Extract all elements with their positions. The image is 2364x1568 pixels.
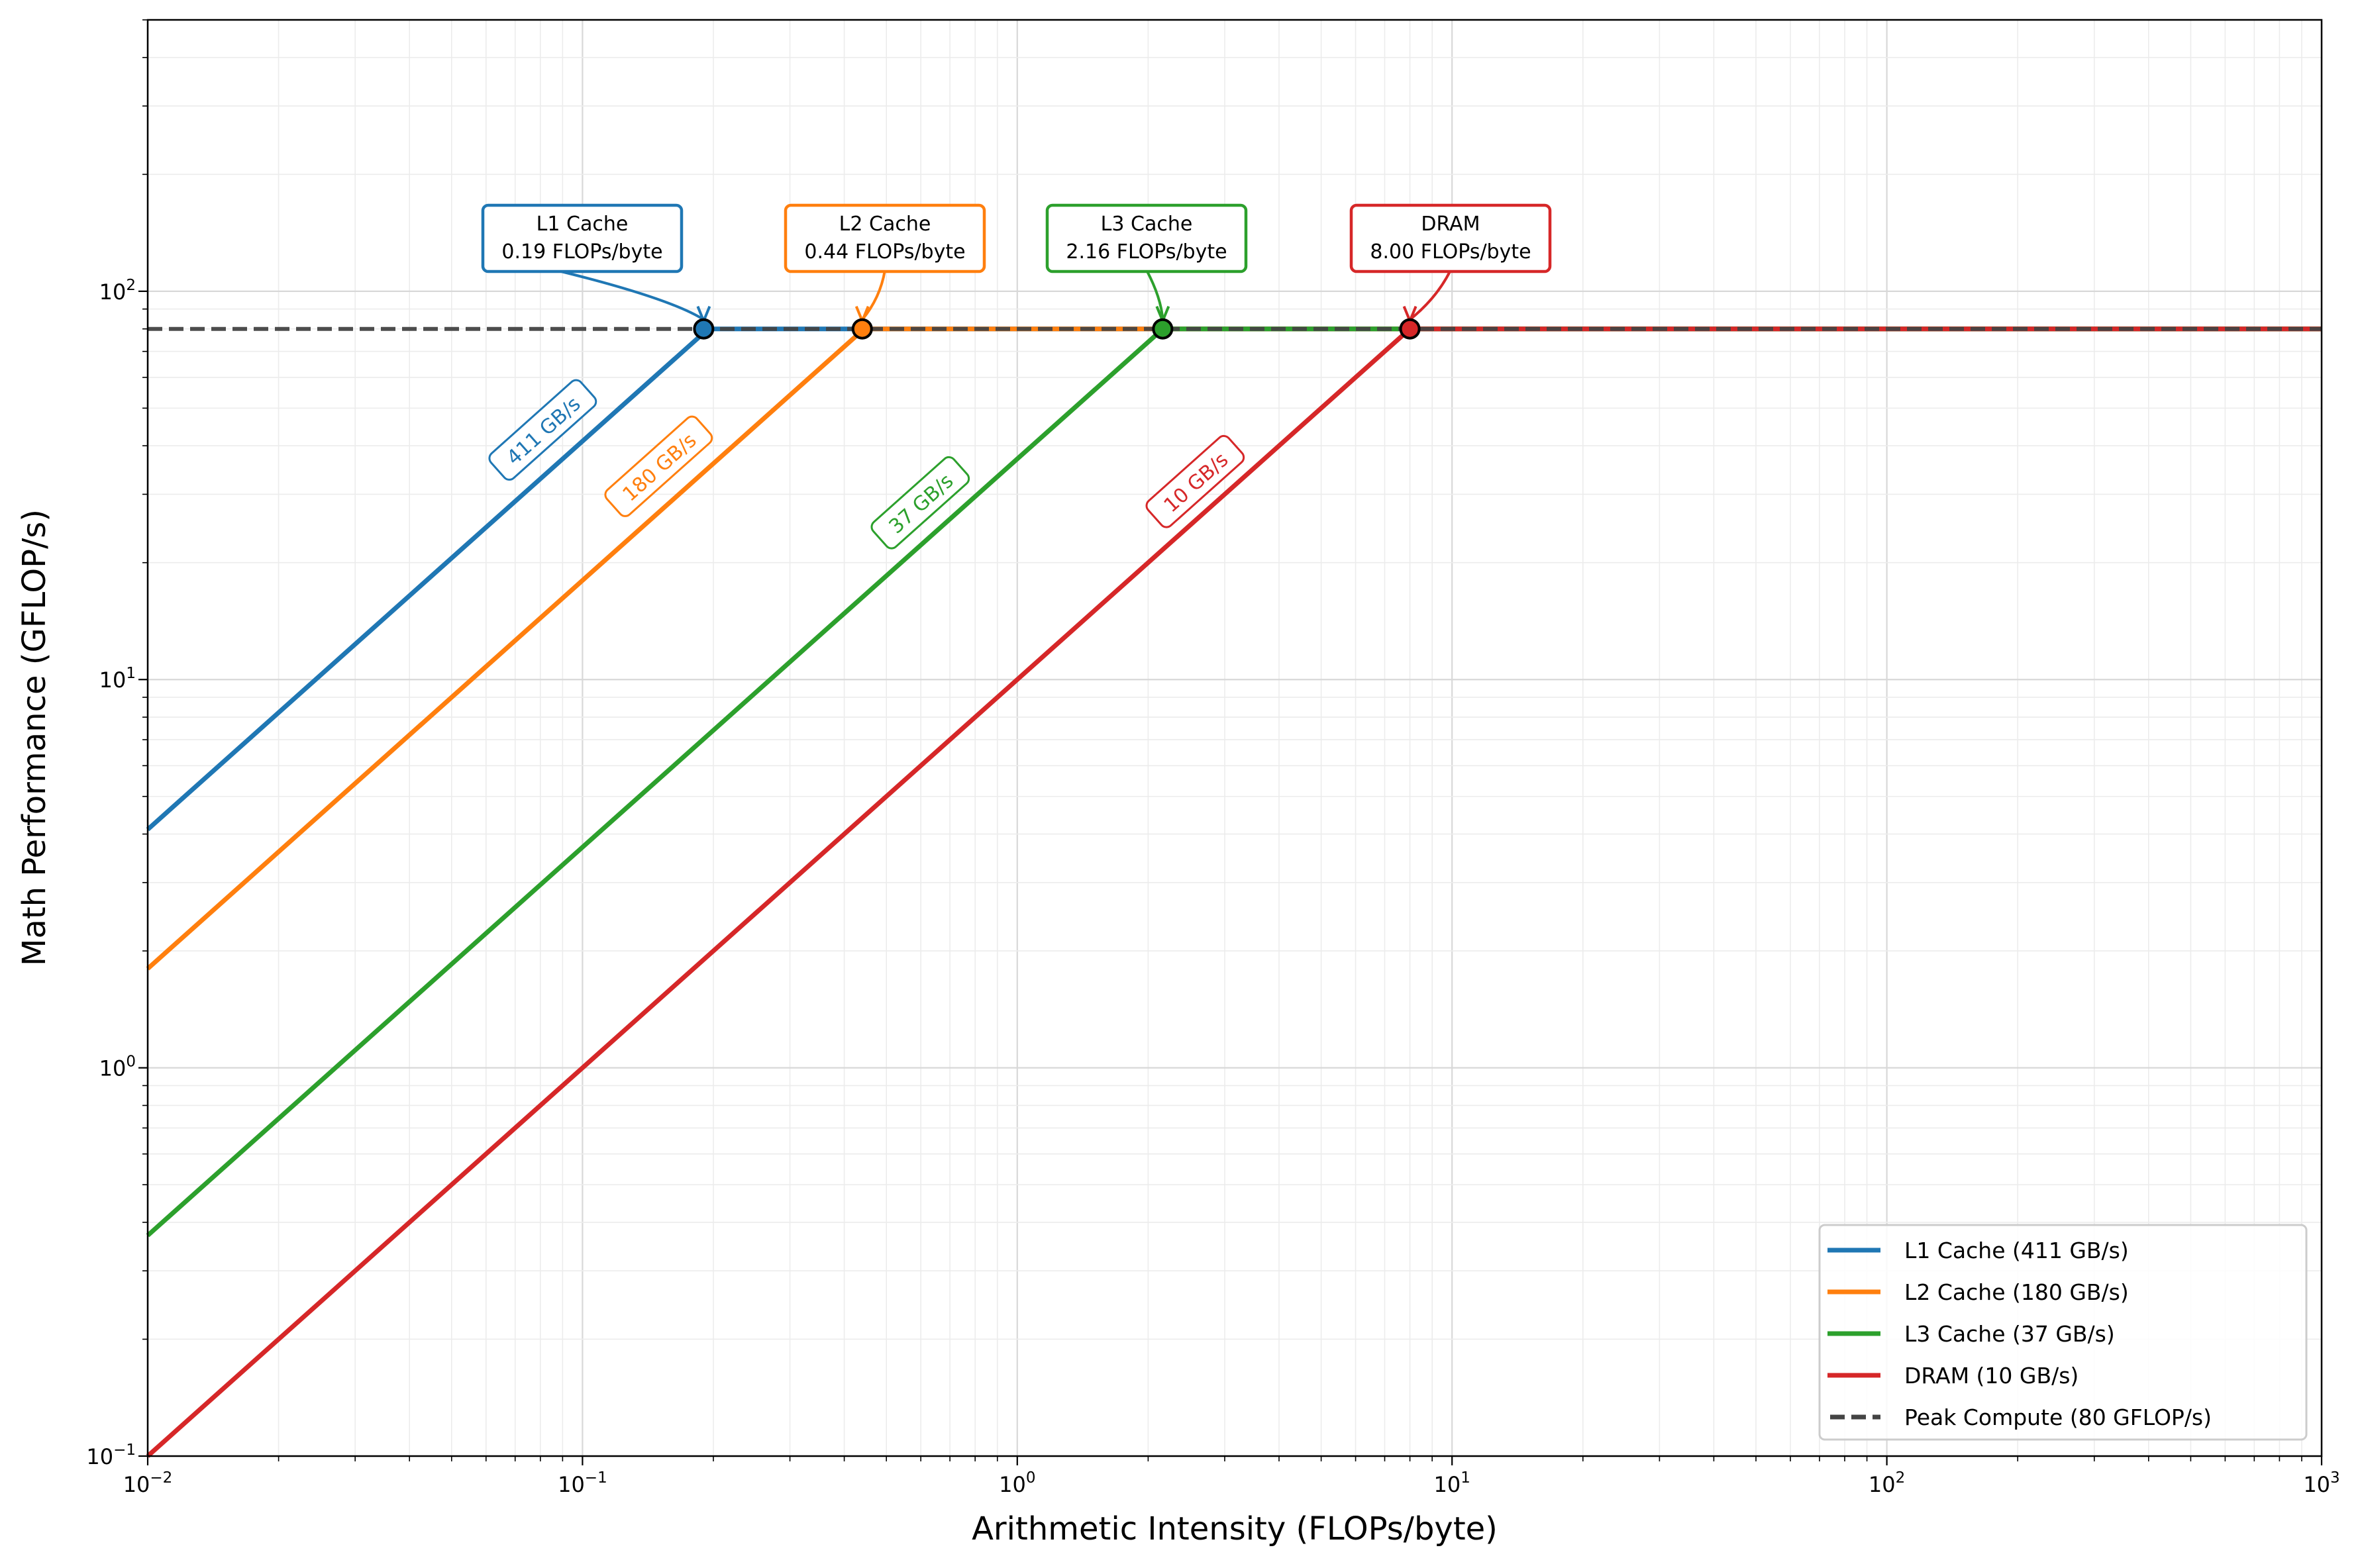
x-tick-label: 10−2 [123,1469,173,1497]
legend-label: L1 Cache (411 GB/s) [1904,1238,2129,1263]
annotation-value: 2.16 FLOPs/byte [1066,240,1227,264]
bandwidth-label-box [604,415,713,517]
x-tick-label: 101 [1434,1469,1470,1497]
plot-frame [146,19,2323,1457]
bandwidth-label-box [870,456,970,550]
annotation-value: 0.44 FLOPs/byte [804,240,965,264]
bandwidth-label-box [1145,434,1245,528]
annotation-arrow [1145,270,1164,320]
ridge-point-marker [851,318,873,340]
y-tick-label: 102 [99,277,136,305]
legend-box [1818,1224,2308,1441]
x-tick-label: 102 [1869,1469,1905,1497]
annotation-value: 0.19 FLOPs/byte [501,240,662,264]
x-tick-label: 100 [999,1469,1035,1497]
annotation-box [1349,203,1552,273]
x-axis-label: Arithmetic Intensity (FLOPs/byte) [972,1510,1498,1547]
y-tick-label: 10−1 [86,1442,136,1469]
annotation-arrow [555,269,705,321]
annotation-box [481,203,684,273]
annotation-value: 8.00 FLOPs/byte [1370,240,1531,264]
annotation-title: DRAM [1421,213,1480,236]
annotation-box [784,203,986,273]
legend-label: Peak Compute (80 GFLOP/s) [1904,1404,2212,1430]
annotation-box [1045,203,1248,273]
x-tick-label: 103 [2303,1469,2339,1497]
legend-label: L2 Cache (180 GB/s) [1904,1279,2129,1305]
y-axis-label: Math Performance (GFLOP/s) [16,509,53,966]
ridge-point-marker [1399,318,1421,340]
legend-label: L3 Cache (37 GB/s) [1904,1321,2115,1347]
y-tick-label: 101 [99,665,136,693]
annotation-title: L2 Cache [839,213,931,236]
legend-label: DRAM (10 GB/s) [1904,1363,2079,1389]
x-tick-label: 10−1 [558,1469,607,1497]
annotation-title: L3 Cache [1101,213,1193,236]
ridge-point-marker [693,318,715,340]
annotation-arrow [1409,270,1452,321]
ridge-point-marker [1152,318,1174,340]
legend: L1 Cache (411 GB/s) L2 Cache (180 GB/s) L3… [1818,1224,2308,1441]
y-tick-label: 100 [99,1054,136,1081]
annotation-title: L1 Cache [537,213,629,236]
bandwidth-label-box [488,379,597,481]
